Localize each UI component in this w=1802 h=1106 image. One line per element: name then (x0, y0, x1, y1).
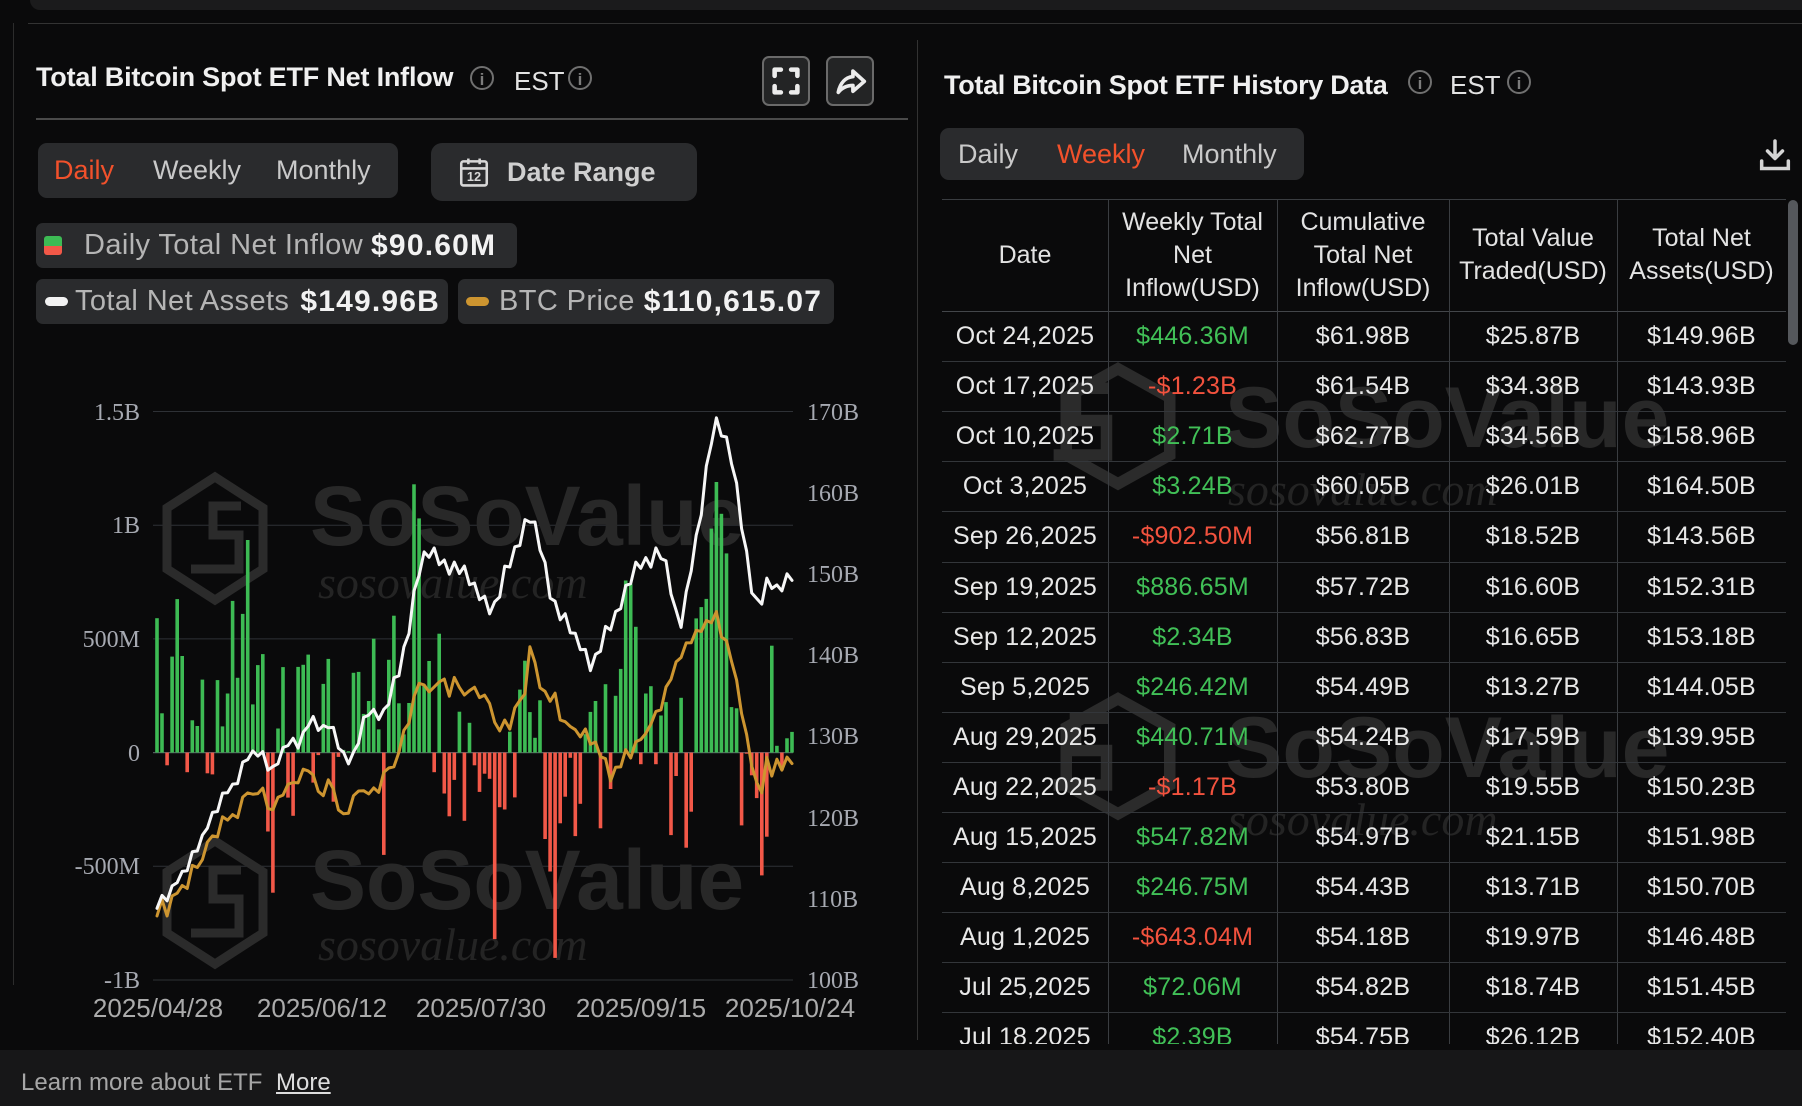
svg-text:2025/09/15: 2025/09/15 (576, 993, 706, 1023)
svg-text:sosovalue.com: sosovalue.com (1228, 794, 1498, 845)
svg-text:12: 12 (467, 169, 481, 184)
svg-text:SoSoValue: SoSoValue (310, 833, 744, 927)
svg-text:170B: 170B (807, 400, 859, 426)
svg-text:sosovalue.com: sosovalue.com (318, 919, 588, 970)
svg-text:120B: 120B (807, 806, 859, 832)
svg-text:SoSoValue: SoSoValue (1225, 370, 1670, 466)
svg-text:SoSoValue: SoSoValue (1225, 700, 1670, 796)
svg-text:130B: 130B (807, 724, 859, 750)
svg-text:sosovalue.com: sosovalue.com (1228, 464, 1498, 515)
svg-text:100B: 100B (807, 968, 859, 994)
svg-text:110B: 110B (807, 887, 858, 913)
svg-text:SoSoValue: SoSoValue (310, 469, 744, 563)
svg-text:2025/04/28: 2025/04/28 (93, 993, 223, 1023)
svg-text:1.5B: 1.5B (94, 400, 140, 426)
svg-text:2025/10/24: 2025/10/24 (725, 993, 855, 1023)
svg-text:2025/07/30: 2025/07/30 (416, 993, 546, 1023)
svg-text:140B: 140B (807, 643, 859, 669)
svg-text:1B: 1B (112, 513, 140, 539)
svg-text:2025/06/12: 2025/06/12 (257, 993, 387, 1023)
svg-text:150B: 150B (807, 562, 859, 588)
svg-text:160B: 160B (807, 481, 859, 507)
svg-text:-500M: -500M (75, 854, 140, 880)
svg-text:500M: 500M (83, 627, 140, 653)
svg-text:-1B: -1B (104, 968, 140, 994)
svg-text:0: 0 (128, 741, 140, 767)
